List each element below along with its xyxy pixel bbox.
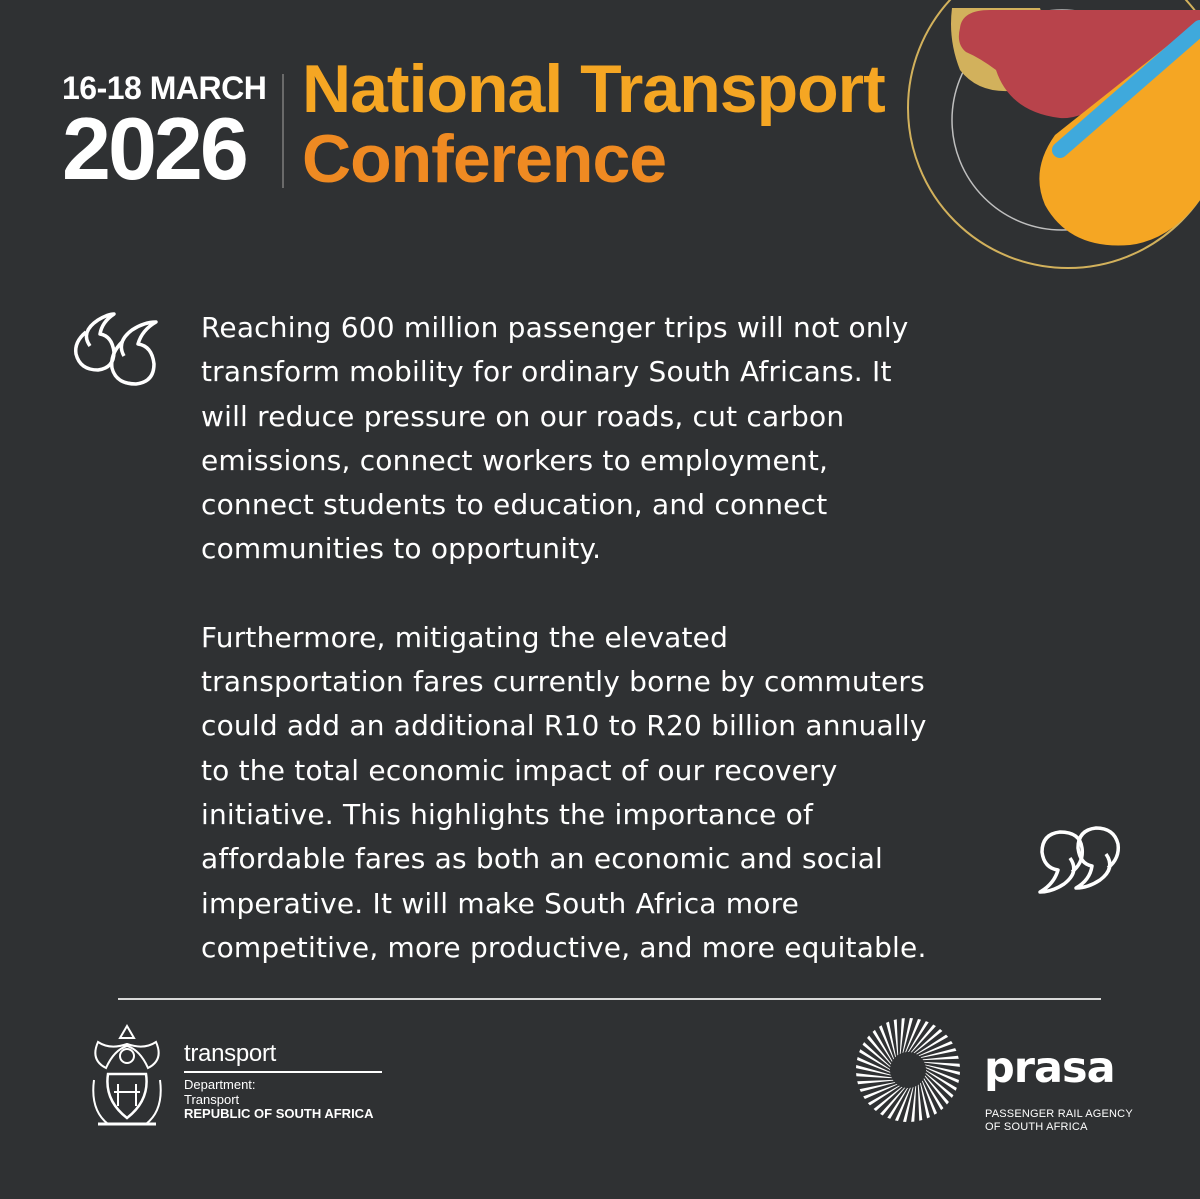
sunburst-ray: [857, 1079, 894, 1085]
sunburst-ray: [925, 1067, 960, 1084]
sunburst-ray: [872, 1029, 893, 1062]
date-range: 16-18 MARCH: [62, 70, 267, 106]
sunburst-ray: [856, 1065, 891, 1076]
event-date: 16-18 MARCH 2026: [62, 70, 267, 198]
header: 16-18 MARCH 2026 National Transport Conf…: [0, 0, 1200, 280]
footer-divider: [118, 998, 1101, 1000]
quote-open-icon: [73, 312, 158, 386]
sunburst-ray: [905, 1018, 922, 1053]
sunburst-ray: [920, 1082, 930, 1119]
sunburst-ray: [924, 1075, 949, 1105]
sunburst-ray: [893, 1019, 899, 1056]
sunburst-ray: [886, 1021, 896, 1058]
sunburst-ray: [918, 1040, 953, 1056]
sunburst-ray: [894, 1087, 911, 1122]
sunburst-ray: [925, 1064, 960, 1075]
conference-title: National Transport Conference: [302, 51, 886, 197]
sunburst-ray: [908, 1021, 929, 1053]
prasa-subtitle-line1: PASSENGER RAIL AGENCY: [985, 1108, 1133, 1120]
event-year: 2026: [62, 99, 249, 198]
dot-department-name: Transport: [184, 1092, 240, 1107]
sunburst-ray: [910, 1024, 936, 1053]
conference-title-line1: National Transport: [302, 51, 886, 127]
sunburst-ray: [922, 1080, 938, 1115]
dot-rule: [184, 1071, 382, 1073]
conference-title-line2: Conference: [302, 121, 667, 197]
header-divider: [282, 74, 284, 188]
quote-paragraph-2: Furthermore, mitigating the elevated tra…: [201, 620, 927, 964]
sunburst-ray: [856, 1056, 891, 1073]
sunburst-ray: [867, 1085, 900, 1106]
sunburst-ray: [859, 1049, 891, 1070]
sunburst-ray: [920, 1048, 957, 1058]
sunburst-ray: [913, 1029, 943, 1054]
quote-body: Reaching 600 million passenger trips wil…: [201, 306, 1081, 970]
sunburst-ray: [925, 1070, 957, 1091]
sunburst-ray: [880, 1087, 906, 1116]
sunburst-ray: [924, 1061, 960, 1067]
sunburst-ray: [873, 1086, 903, 1111]
sunburst-ray: [878, 1025, 894, 1060]
sunburst-ray: [923, 1078, 944, 1111]
quote-close-icon: [1038, 826, 1121, 894]
sunburst-ray: [922, 1055, 959, 1061]
prasa-sunburst-icon: [856, 1018, 960, 1122]
sunburst-ray: [867, 1035, 892, 1065]
dot-country: REPUBLIC OF SOUTH AFRICA: [184, 1106, 374, 1121]
dot-department: Department: Transport: [184, 1077, 256, 1107]
sunburst-ray: [899, 1018, 905, 1054]
sunburst-ray: [916, 1034, 949, 1055]
sunburst-ray: [859, 1082, 896, 1092]
sunburst-ray: [911, 1086, 917, 1122]
prasa-subtitle: PASSENGER RAIL AGENCY OF SOUTH AFRICA: [985, 1108, 1133, 1134]
dot-department-label: Department:: [184, 1077, 256, 1092]
quote-paragraph-1: Reaching 600 million passenger trips wil…: [201, 311, 909, 566]
coat-of-arms-icon: [92, 1024, 162, 1126]
sunburst-ray: [863, 1084, 898, 1100]
sunburst-ray: [902, 1018, 913, 1053]
sunburst-ray: [925, 1072, 954, 1098]
sunburst-ray: [862, 1042, 891, 1068]
dot-wordmark: transport: [184, 1040, 277, 1067]
sunburst-ray: [856, 1073, 892, 1079]
sunburst-ray: [903, 1087, 914, 1122]
decorative-shapes: [907, 0, 1200, 269]
sunburst-ray: [887, 1087, 908, 1119]
sunburst-ray: [917, 1084, 923, 1121]
prasa-wordmark: prasa: [984, 1043, 1116, 1093]
prasa-subtitle-line2: OF SOUTH AFRICA: [985, 1121, 1088, 1133]
